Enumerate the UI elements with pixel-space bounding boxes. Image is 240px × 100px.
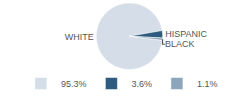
- svg-text:WHITE: WHITE: [65, 32, 94, 42]
- svg-text:HISPANIC: HISPANIC: [165, 29, 207, 39]
- svg-text:95.3%: 95.3%: [61, 79, 87, 89]
- svg-text:BLACK: BLACK: [165, 39, 195, 49]
- svg-text:1.1%: 1.1%: [197, 79, 218, 89]
- svg-text:3.6%: 3.6%: [131, 79, 152, 89]
